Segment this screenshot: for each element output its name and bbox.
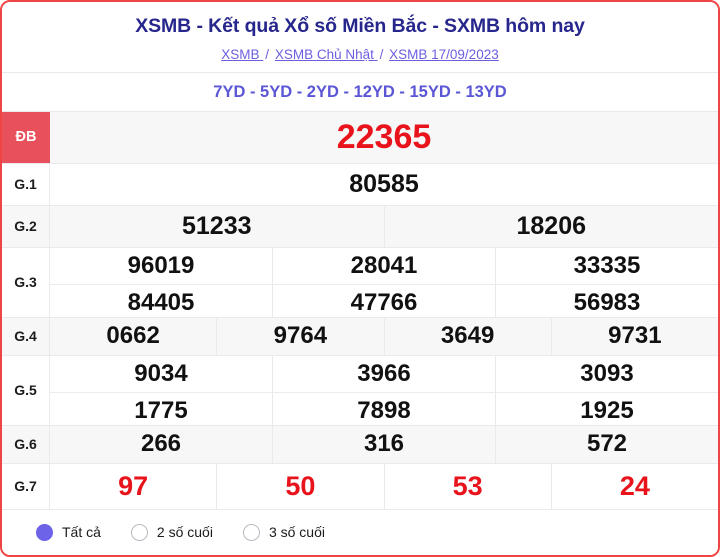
filter-option-last-3[interactable]: 3 số cuối	[242, 523, 325, 541]
prize-number: 3093	[580, 359, 634, 387]
filter-option-all[interactable]: Tất cả	[36, 523, 101, 541]
prize-number: 572	[586, 430, 628, 458]
value-line: 84405 47766 56983	[50, 283, 718, 321]
value-line: 96019 28041 33335	[50, 247, 718, 284]
prize-values-g7: 97 50 53 24	[50, 463, 718, 509]
prize-values-g6: 266 316 572	[50, 425, 718, 463]
value-line: 22365	[50, 112, 718, 163]
table-row-g3: G.3 96019 28041 33335 84405 47766 56983	[2, 247, 718, 321]
prize-label-g4: G.4	[2, 317, 50, 355]
prize-number: 18206	[516, 211, 587, 240]
breadcrumb-link-xsmb-chu-nhat[interactable]: XSMB Chủ Nhật	[274, 47, 378, 63]
prize-label-g3: G.3	[2, 247, 50, 317]
card-footer: Tất cả 2 số cuối 3 số cuối	[2, 509, 718, 555]
prize-values-g5: 9034 3966 3093 1775 7898 1925	[50, 355, 718, 429]
breadcrumb-separator-1: /	[265, 47, 270, 63]
table-row-g1: G.1 80585	[2, 163, 718, 206]
prize-number: 50	[217, 463, 385, 509]
table-row-db: ĐB 22365	[2, 111, 718, 164]
prize-number: 28041	[273, 247, 496, 284]
prize-number: 47766	[273, 284, 496, 321]
prize-values-g3: 96019 28041 33335 84405 47766 56983	[50, 247, 718, 321]
results-table: ĐB 22365 G.1 80585 G.2 51233 18206	[2, 111, 718, 510]
prize-number: 56983	[573, 288, 641, 316]
prize-label-g7: G.7	[2, 463, 50, 509]
value-line: 0662 9764 3649 9731	[50, 317, 718, 355]
sub-banner-codes: 7YD - 5YD - 2YD - 12YD - 15YD - 13YD	[2, 72, 718, 112]
prize-number: 84405	[50, 284, 273, 321]
breadcrumb-link-xsmb-date[interactable]: XSMB 17/09/2023	[389, 47, 499, 63]
prize-number: 266	[50, 425, 273, 463]
radio-icon-last-3[interactable]	[242, 523, 260, 541]
prize-number: 51233	[50, 205, 385, 247]
prize-number: 7898	[273, 392, 496, 429]
prize-number: 1925	[580, 396, 634, 424]
table-row-g5: G.5 9034 3966 3093 1775 7898 1925	[2, 355, 718, 429]
filter-option-last-2[interactable]: 2 số cuối	[130, 523, 213, 541]
prize-number: 96019	[50, 247, 273, 284]
radio-icon-last-2[interactable]	[130, 523, 148, 541]
prize-number: 1775	[50, 392, 273, 429]
table-row-g2: G.2 51233 18206	[2, 205, 718, 248]
card-header: XSMB - Kết quả Xổ số Miền Bắc - SXMB hôm…	[2, 2, 718, 73]
prize-number: 97	[50, 463, 218, 509]
value-line: 1775 7898 1925	[50, 391, 718, 429]
prize-number: 9731	[608, 322, 662, 350]
table-row-g6: G.6 266 316 572	[2, 425, 718, 464]
prize-label-g6: G.6	[2, 425, 50, 463]
table-row-g4: G.4 0662 9764 3649 9731	[2, 317, 718, 356]
value-line: 9034 3966 3093	[50, 355, 718, 392]
breadcrumb-link-xsmb[interactable]: XSMB	[221, 47, 264, 63]
value-line: 97 50 53 24	[50, 463, 718, 509]
prize-number: 3649	[385, 317, 552, 355]
prize-number: 3966	[273, 355, 496, 392]
prize-label-db: ĐB	[2, 111, 50, 163]
breadcrumb: XSMB / XSMB Chủ Nhật / XSMB 17/09/2023	[12, 46, 708, 64]
table-row-g7: G.7 97 50 53 24	[2, 463, 718, 510]
breadcrumb-separator-2: /	[379, 47, 384, 63]
prize-values-g4: 0662 9764 3649 9731	[50, 317, 718, 355]
prize-number: 22365	[336, 117, 432, 156]
prize-values-g2: 51233 18206	[50, 205, 718, 247]
prize-number: 316	[273, 425, 496, 463]
prize-label-g1: G.1	[2, 163, 50, 205]
digit-filter-group: Tất cả 2 số cuối 3 số cuối	[16, 523, 325, 541]
prize-number: 0662	[50, 317, 218, 355]
prize-number: 9764	[217, 317, 385, 355]
filter-label-last-2: 2 số cuối	[156, 524, 213, 541]
prize-label-g5: G.5	[2, 355, 50, 425]
value-line: 266 316 572	[50, 425, 718, 463]
prize-values-g1: 80585	[50, 164, 718, 205]
prize-label-g2: G.2	[2, 205, 50, 247]
prize-number: 9034	[50, 355, 273, 392]
prize-number: 80585	[349, 169, 419, 198]
prize-values-db: 22365	[50, 112, 718, 163]
value-line: 51233 18206	[50, 205, 718, 247]
filter-label-all: Tất cả	[62, 524, 101, 541]
filter-label-last-3: 3 số cuối	[268, 524, 325, 541]
page-title: XSMB - Kết quả Xổ số Miền Bắc - SXMB hôm…	[135, 15, 585, 37]
prize-number: 53	[385, 463, 552, 509]
prize-number: 24	[619, 470, 650, 501]
radio-icon-all[interactable]	[36, 523, 53, 541]
prize-number: 33335	[573, 251, 641, 279]
value-line: 80585	[50, 164, 718, 205]
